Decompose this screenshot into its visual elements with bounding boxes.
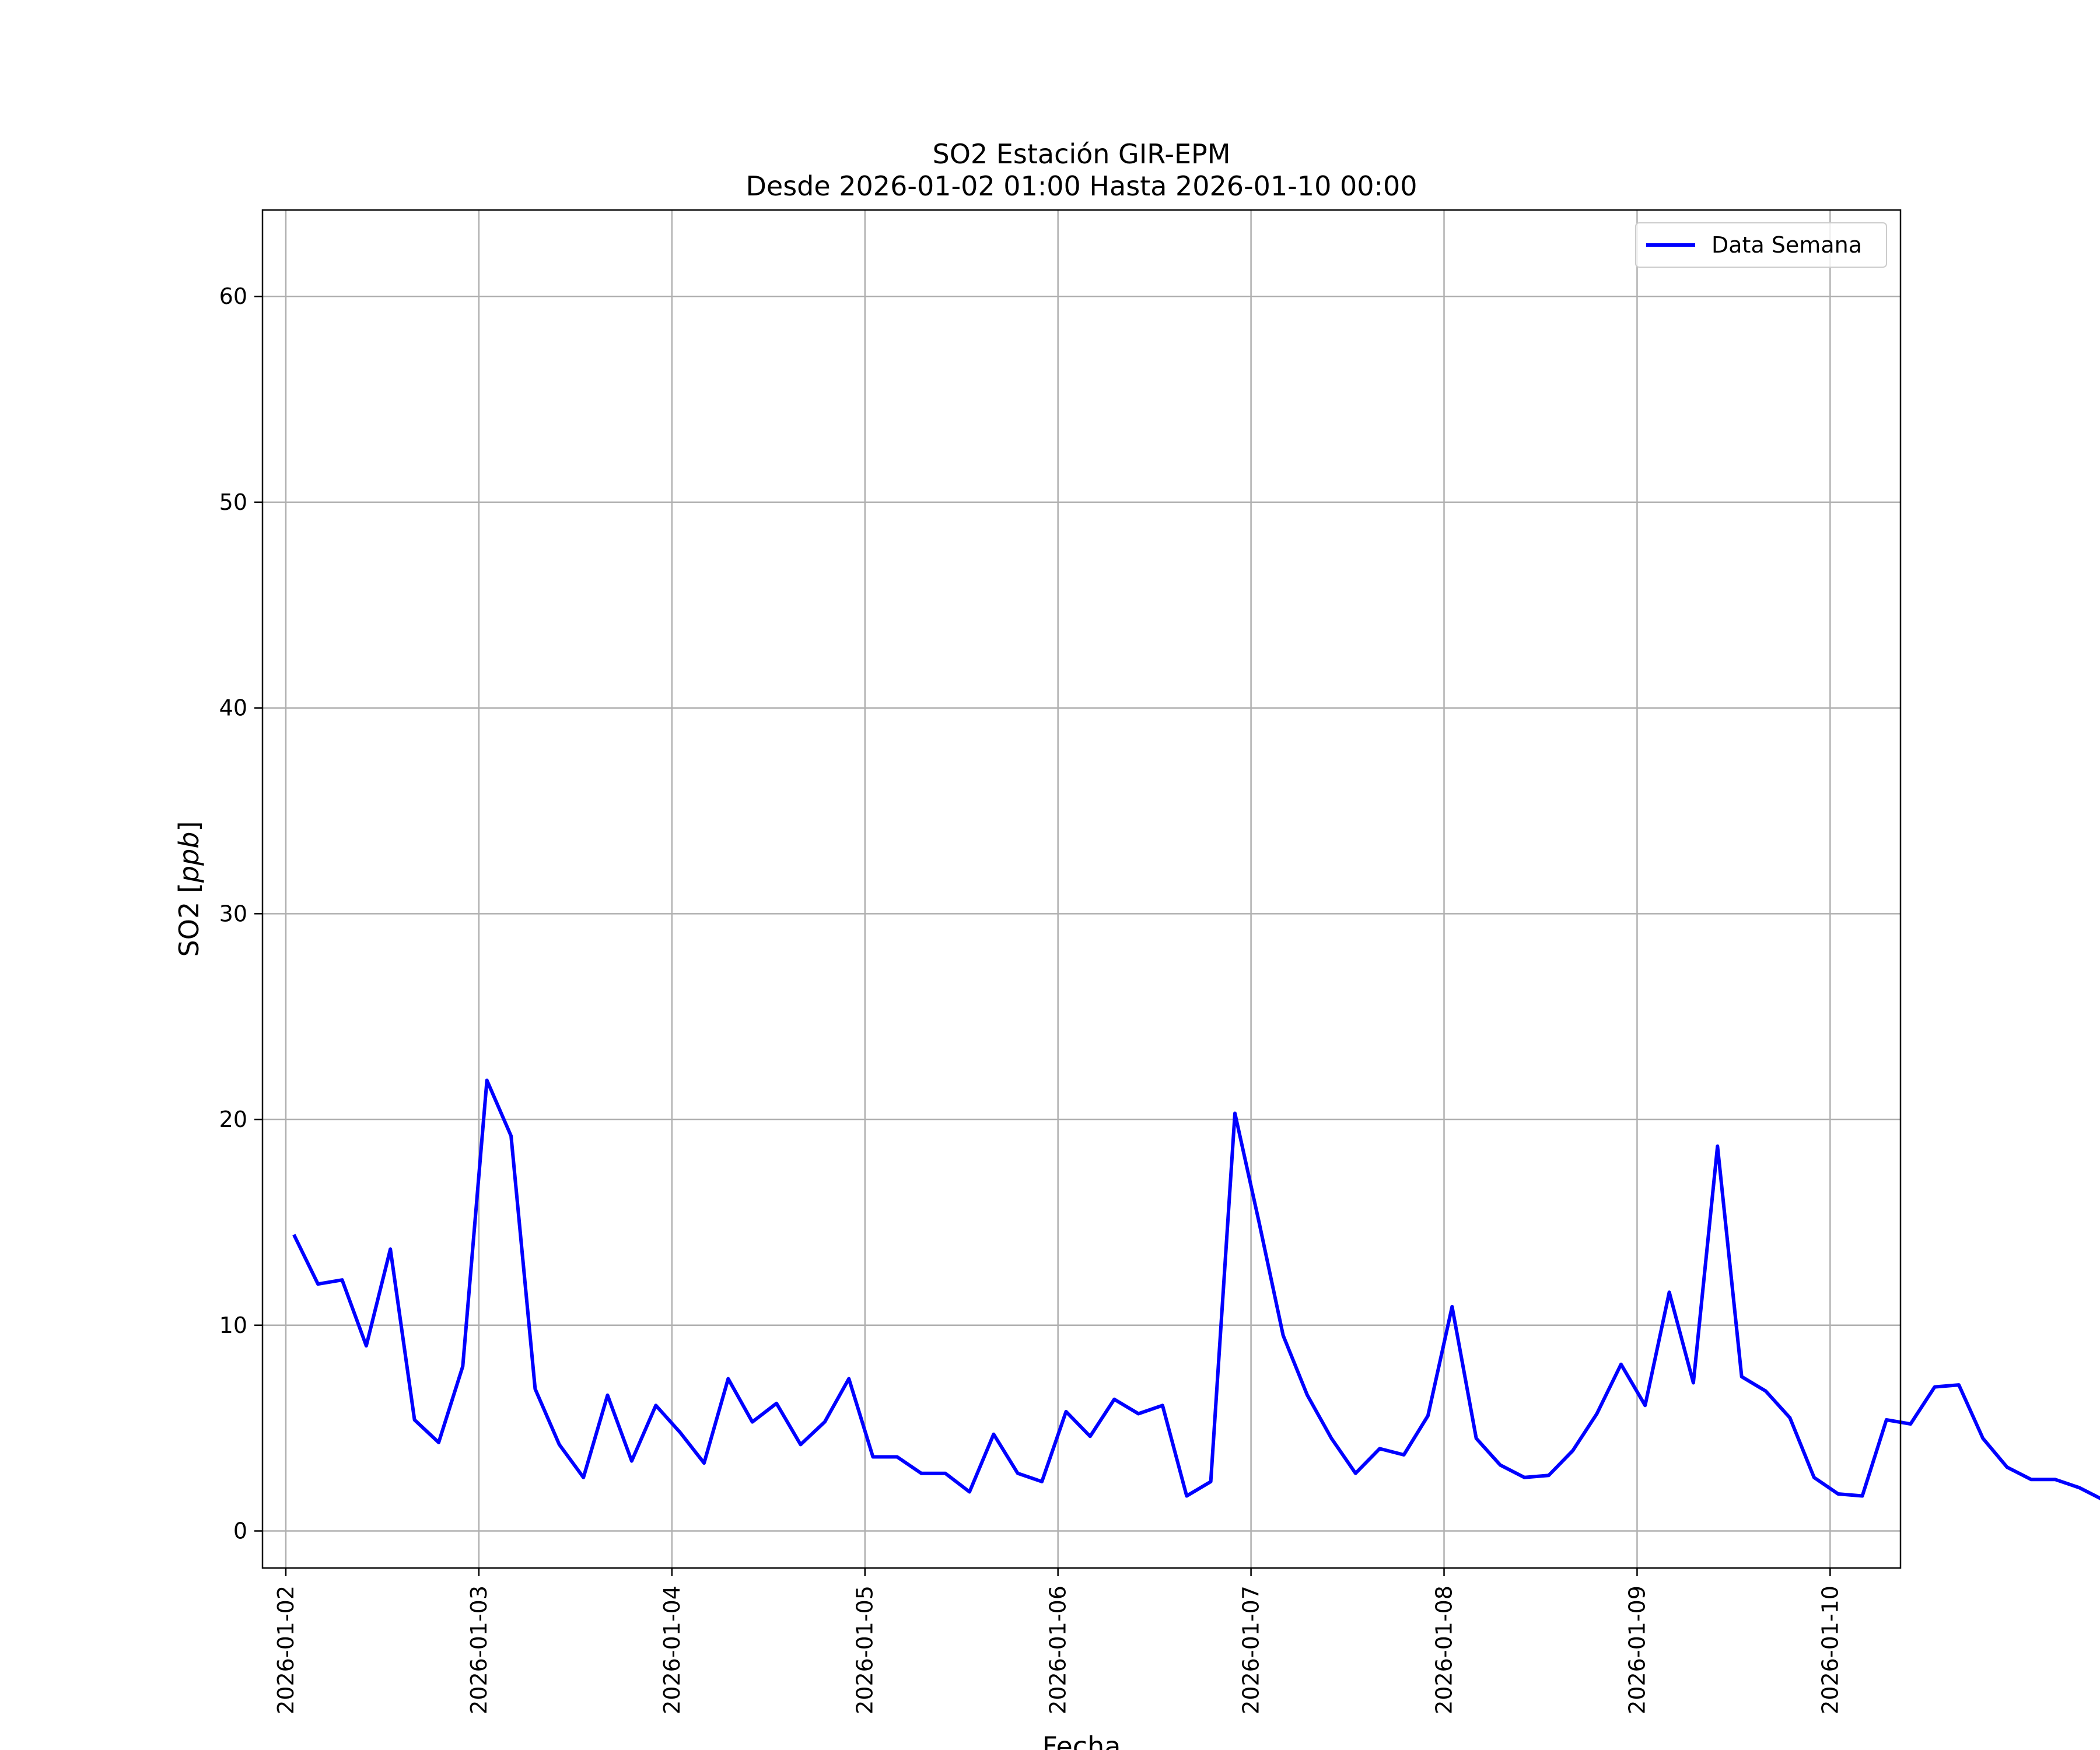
plot-series bbox=[292, 1079, 2100, 1500]
x-tick-label: 2026-01-07 bbox=[1238, 1586, 1264, 1714]
grid-lines bbox=[262, 210, 1901, 1568]
legend-label: Data Semana bbox=[1712, 232, 1862, 258]
y-tick-label: 50 bbox=[219, 489, 247, 515]
y-tick-label: 10 bbox=[219, 1312, 247, 1338]
x-tick-label: 2026-01-05 bbox=[852, 1586, 878, 1714]
x-tick-label: 2026-01-02 bbox=[273, 1586, 299, 1714]
plot-frame bbox=[261, 209, 1902, 1569]
chart-title-line1: SO2 Estación GIR-EPM bbox=[933, 138, 1231, 170]
legend: Data Semana bbox=[1635, 222, 1887, 268]
chart-title-line2: Desde 2026-01-02 01:00 Hasta 2026-01-10 … bbox=[746, 170, 1417, 202]
x-tick-label: 2026-01-06 bbox=[1045, 1586, 1071, 1714]
legend-box bbox=[1635, 222, 1887, 268]
x-axis-label: Fecha bbox=[1042, 1731, 1121, 1750]
y-tick-label: 40 bbox=[219, 695, 247, 721]
x-tick-label: 2026-01-08 bbox=[1432, 1586, 1457, 1714]
y-tick-label: 20 bbox=[219, 1107, 247, 1132]
y-tick-label: 0 bbox=[233, 1518, 247, 1544]
x-tick-label: 2026-01-03 bbox=[466, 1586, 492, 1714]
series-line bbox=[292, 1079, 2100, 1500]
x-axis: 2026-01-02 2026-01-03 2026-01-04 2026-01-05… bbox=[273, 1568, 1843, 1714]
y-tick-label: 60 bbox=[219, 284, 247, 309]
y-axis-label: SO2 [ppb] bbox=[173, 821, 205, 957]
x-tick-label: 2026-01-10 bbox=[1817, 1586, 1843, 1714]
x-tick-label: 2026-01-04 bbox=[659, 1586, 685, 1714]
y-tick-label: 30 bbox=[219, 901, 247, 926]
y-axis: 0 10 20 30 40 50 60 bbox=[219, 284, 262, 1544]
x-tick-label: 2026-01-09 bbox=[1624, 1586, 1650, 1714]
